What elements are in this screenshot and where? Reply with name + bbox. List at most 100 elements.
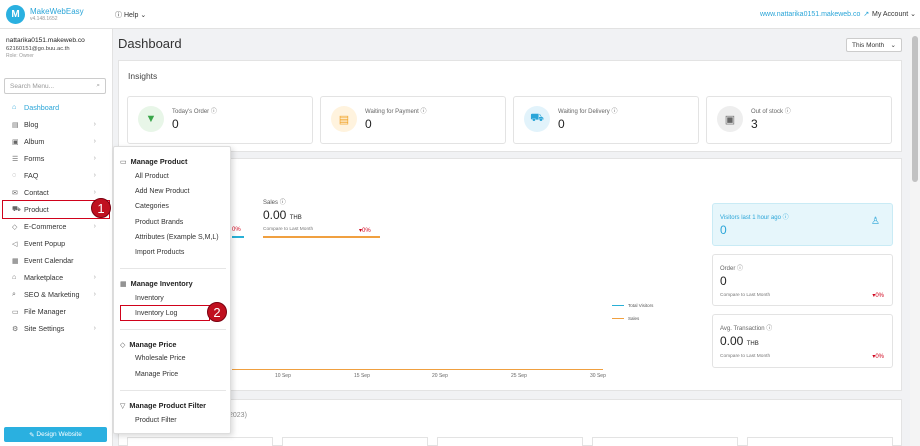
bottom-card: [437, 437, 583, 446]
menu-wholesale-price[interactable]: Wholesale Price: [135, 355, 186, 362]
bottom-card: [747, 437, 893, 446]
stat-waiting-payment[interactable]: ▤ Waiting for Payment ⓘ 0: [320, 96, 506, 144]
list-icon: ☰: [12, 155, 19, 163]
pencil-icon: ✎: [29, 431, 37, 439]
sidebar-item-event-popup[interactable]: ◁ Event Popup: [12, 239, 66, 248]
chat-icon: ◌: [12, 172, 17, 179]
x-tick: 25 Sep: [511, 373, 527, 379]
product-submenu: ▭ Manage Product All Product Add New Prod…: [113, 146, 231, 434]
design-website-button[interactable]: ✎ Design Website: [4, 427, 107, 442]
sidebar: nattarika0151.makeweb.co 62160151@go.buu…: [0, 29, 113, 446]
truck-icon: ⛟: [524, 106, 550, 132]
website-link[interactable]: www.nattarika0151.makeweb.co ↗: [760, 10, 870, 19]
calendar-icon: ▦: [12, 257, 19, 265]
window-icon: ▭: [120, 158, 127, 166]
chart-baseline: [232, 369, 603, 370]
divider: [120, 390, 226, 391]
sidebar-item-seo[interactable]: ⌕ SEO & Marketing ›: [12, 290, 96, 299]
sidebar-item-forms[interactable]: ☰ Forms ›: [12, 154, 96, 163]
inventory-icon: ▦: [120, 280, 127, 288]
sidebar-item-marketplace[interactable]: ⌂ Marketplace ›: [12, 273, 96, 282]
cart-icon: ⛟: [12, 206, 21, 213]
sidebar-item-ecommerce[interactable]: ◇ E-Commerce ›: [12, 222, 96, 231]
menu-import-products[interactable]: Import Products: [135, 249, 185, 256]
sales-underline: [263, 236, 380, 238]
sidebar-item-file-manager[interactable]: ▭ File Manager: [12, 307, 66, 316]
menu-categories[interactable]: Categories: [135, 203, 169, 210]
price-tag-icon: ◇: [120, 341, 126, 349]
folder-icon: ▭: [12, 308, 19, 316]
visitors-pct: 0%: [232, 227, 241, 233]
divider: [120, 329, 226, 330]
info-icon: ⓘ: [210, 109, 217, 115]
manage-price-header: ◇ Manage Price: [120, 340, 177, 349]
chevron-down-icon: ⌄: [140, 12, 147, 19]
chevron-right-icon: ›: [93, 325, 96, 332]
info-icon: ⓘ: [766, 326, 773, 332]
order-card: Order ⓘ 0 Compare to Last Month ▾0%: [712, 254, 893, 306]
avg-transaction-card: Avg. Transaction ⓘ 0.00 THB Compare to L…: [712, 314, 893, 368]
x-tick: 20 Sep: [432, 373, 448, 379]
menu-product-filter[interactable]: Product Filter: [135, 417, 177, 424]
step-badge-2: 2: [207, 302, 227, 322]
menu-attributes[interactable]: Attributes (Example S,M,L): [135, 234, 219, 241]
period-select[interactable]: This Month ⌄: [846, 38, 902, 52]
sidebar-item-event-calendar[interactable]: ▦ Event Calendar: [12, 256, 74, 265]
visitors-underline: [232, 236, 244, 238]
user-icon: ♙: [871, 216, 880, 227]
sales-label: Sales ⓘ: [263, 200, 286, 206]
menu-manage-price[interactable]: Manage Price: [135, 371, 179, 378]
chevron-right-icon: ›: [93, 172, 96, 179]
menu-add-new-product[interactable]: Add New Product: [135, 188, 190, 195]
info-icon: ⓘ: [737, 266, 744, 272]
menu-inventory-log[interactable]: Inventory Log: [135, 310, 178, 317]
scrollbar-thumb[interactable]: [912, 36, 918, 182]
external-link-icon: ↗: [863, 11, 870, 18]
sidebar-item-faq[interactable]: ◌ FAQ ›: [12, 171, 96, 180]
search-menu-input[interactable]: Search Menu... ⌕: [4, 78, 106, 94]
sales-compare: Compare to Last Month: [263, 227, 314, 232]
app-logo[interactable]: M MakeWebEasy v4.148.1652: [6, 5, 84, 24]
sales-value: 0.00 THB: [263, 208, 302, 222]
info-icon: ⓘ: [611, 109, 618, 115]
sales-pct: ▾0%: [359, 228, 371, 234]
image-icon: ▣: [12, 138, 19, 146]
help-menu[interactable]: ⓘ Help ⌄: [115, 11, 147, 20]
bottom-card: [127, 437, 273, 446]
sidebar-item-blog[interactable]: ▤ Blog ›: [12, 120, 96, 129]
sidebar-item-site-settings[interactable]: ⚙ Site Settings ›: [12, 324, 96, 333]
bottom-card: [592, 437, 738, 446]
document-icon: ▤: [12, 121, 19, 129]
sidebar-item-contact[interactable]: ✉ Contact ›: [12, 188, 96, 197]
home-icon: ⌂: [12, 104, 17, 111]
box-icon: ▣: [717, 106, 743, 132]
sidebar-item-album[interactable]: ▣ Album ›: [12, 137, 96, 146]
menu-all-product[interactable]: All Product: [135, 173, 169, 180]
visitors-card: Visitors last 1 hour ago ⓘ 0 ♙: [712, 203, 893, 246]
stat-waiting-delivery[interactable]: ⛟ Waiting for Delivery ⓘ 0: [513, 96, 699, 144]
menu-inventory[interactable]: Inventory: [135, 295, 164, 302]
page-title: Dashboard: [118, 36, 182, 51]
megaphone-icon: ◁: [12, 240, 18, 248]
x-tick: 15 Sep: [354, 373, 370, 379]
inventory-log-highlight: [120, 305, 210, 321]
sidebar-item-dashboard[interactable]: ⌂ Dashboard: [12, 103, 60, 112]
app-version: v4.148.1652: [30, 15, 58, 22]
sidebar-item-product[interactable]: ⛟ Product: [2, 200, 110, 219]
filter-icon: ▽: [120, 402, 126, 410]
page-scrollbar[interactable]: [910, 29, 920, 446]
gear-icon: ⚙: [12, 325, 19, 333]
menu-product-brands[interactable]: Product Brands: [135, 219, 184, 226]
chevron-down-icon: ⌄: [890, 42, 896, 49]
info-icon: ⓘ: [279, 200, 286, 206]
manage-product-header: ▭ Manage Product: [120, 157, 188, 166]
my-account-menu[interactable]: My Account ⌄: [872, 11, 917, 18]
stat-todays-order[interactable]: ▼ Today's Order ⓘ 0: [127, 96, 313, 144]
payment-icon: ▤: [331, 106, 357, 132]
info-icon: ⓘ: [420, 109, 427, 115]
info-icon: ⓘ: [784, 109, 791, 115]
app-name: MakeWebEasy: [30, 6, 84, 16]
legend-total-visitors: Total Visitors: [612, 303, 653, 308]
search-icon: ⌕: [12, 290, 16, 298]
stat-out-of-stock[interactable]: ▣ Out of stock ⓘ 3: [706, 96, 892, 144]
